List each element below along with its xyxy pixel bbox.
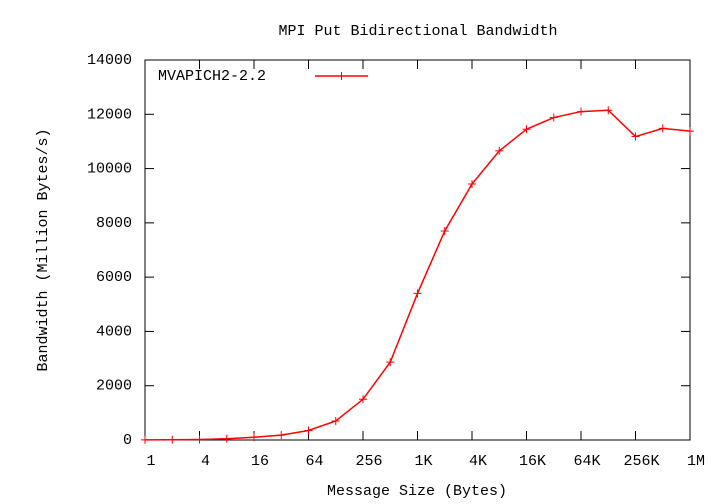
data-point — [495, 146, 504, 155]
x-tick-label: 1K — [414, 453, 432, 470]
x-tick-label: 64K — [573, 453, 600, 470]
series-line — [144, 109, 691, 441]
data-point — [413, 289, 422, 298]
y-axis-label: Bandwidth (Million Bytes/s) — [35, 128, 52, 371]
data-point — [168, 435, 177, 444]
x-tick-label: 4 — [201, 453, 210, 470]
y-tick-label: 6000 — [96, 269, 132, 286]
chart-title: MPI Put Bidirectional Bandwidth — [278, 23, 557, 40]
x-tick-label: 256K — [623, 453, 659, 470]
data-point — [468, 180, 476, 189]
data-point — [686, 127, 694, 136]
data-point — [331, 417, 340, 425]
data-point — [577, 107, 585, 116]
y-tick-label: 0 — [123, 432, 132, 449]
legend-label: MVAPICH2-2.2 — [158, 68, 266, 85]
data-point — [304, 426, 313, 435]
data-point — [604, 106, 613, 115]
data-point — [277, 431, 286, 440]
y-tick-label: 14000 — [87, 52, 132, 69]
y-tick-label: 10000 — [87, 161, 132, 178]
data-point — [250, 433, 258, 442]
x-tick-label: 16 — [251, 453, 269, 470]
data-point — [631, 132, 640, 141]
y-tick-label: 8000 — [96, 215, 132, 232]
data-point — [195, 435, 204, 444]
data-point — [359, 395, 367, 404]
data-point — [222, 434, 231, 443]
x-axis-label: Message Size (Bytes) — [327, 483, 507, 500]
data-point — [141, 435, 149, 444]
x-tick-label: 4K — [469, 453, 487, 470]
x-tick-label: 1 — [146, 453, 155, 470]
x-tick-label: 1M — [687, 453, 705, 470]
data-point — [549, 113, 558, 122]
data-point — [658, 124, 667, 133]
x-tick-label: 64 — [305, 453, 323, 470]
y-tick-label: 2000 — [96, 378, 132, 395]
x-tick-label: 16K — [519, 453, 546, 470]
legend-marker — [337, 72, 346, 80]
y-tick-label: 4000 — [96, 323, 132, 340]
plot-frame — [144, 59, 691, 441]
y-tick-label: 12000 — [87, 106, 132, 123]
data-point — [440, 227, 449, 235]
x-tick-label: 256 — [355, 453, 382, 470]
data-point — [522, 125, 531, 134]
data-point — [386, 358, 395, 367]
